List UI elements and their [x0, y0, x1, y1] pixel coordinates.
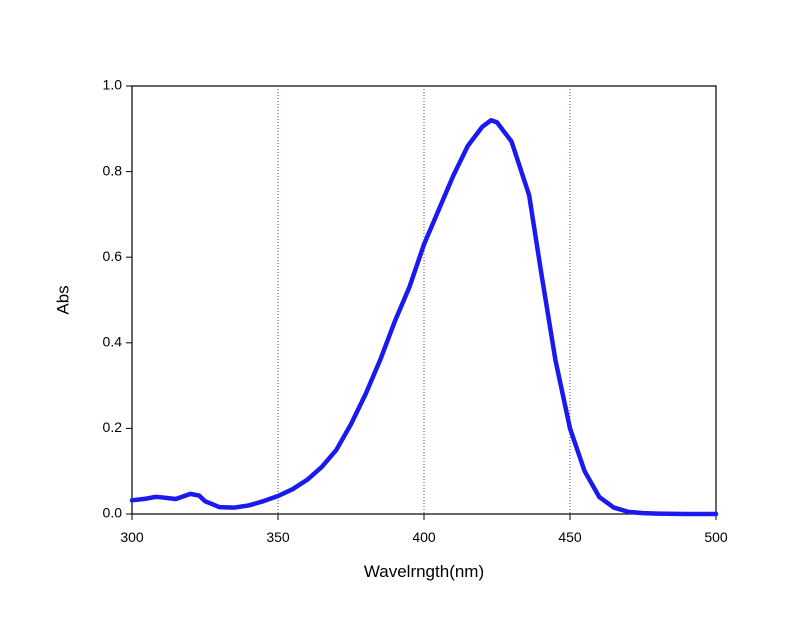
- y-tick-label: 0.0: [103, 505, 123, 521]
- y-tick-label: 0.2: [103, 419, 123, 435]
- x-tick-label: 450: [558, 529, 582, 545]
- y-tick-label: 0.8: [103, 162, 123, 178]
- x-tick-label: 500: [704, 529, 728, 545]
- x-tick-label: 300: [120, 529, 144, 545]
- y-tick-label: 0.6: [103, 248, 123, 264]
- y-tick-label: 1.0: [103, 77, 123, 93]
- y-axis-title: Abs: [53, 285, 72, 314]
- data-line: [129, 117, 719, 517]
- y-tick-label: 0.4: [103, 334, 123, 350]
- x-tick-label: 350: [266, 529, 290, 545]
- x-axis-title: Wavelrngth(nm): [364, 562, 484, 581]
- x-tick-label: 400: [412, 529, 436, 545]
